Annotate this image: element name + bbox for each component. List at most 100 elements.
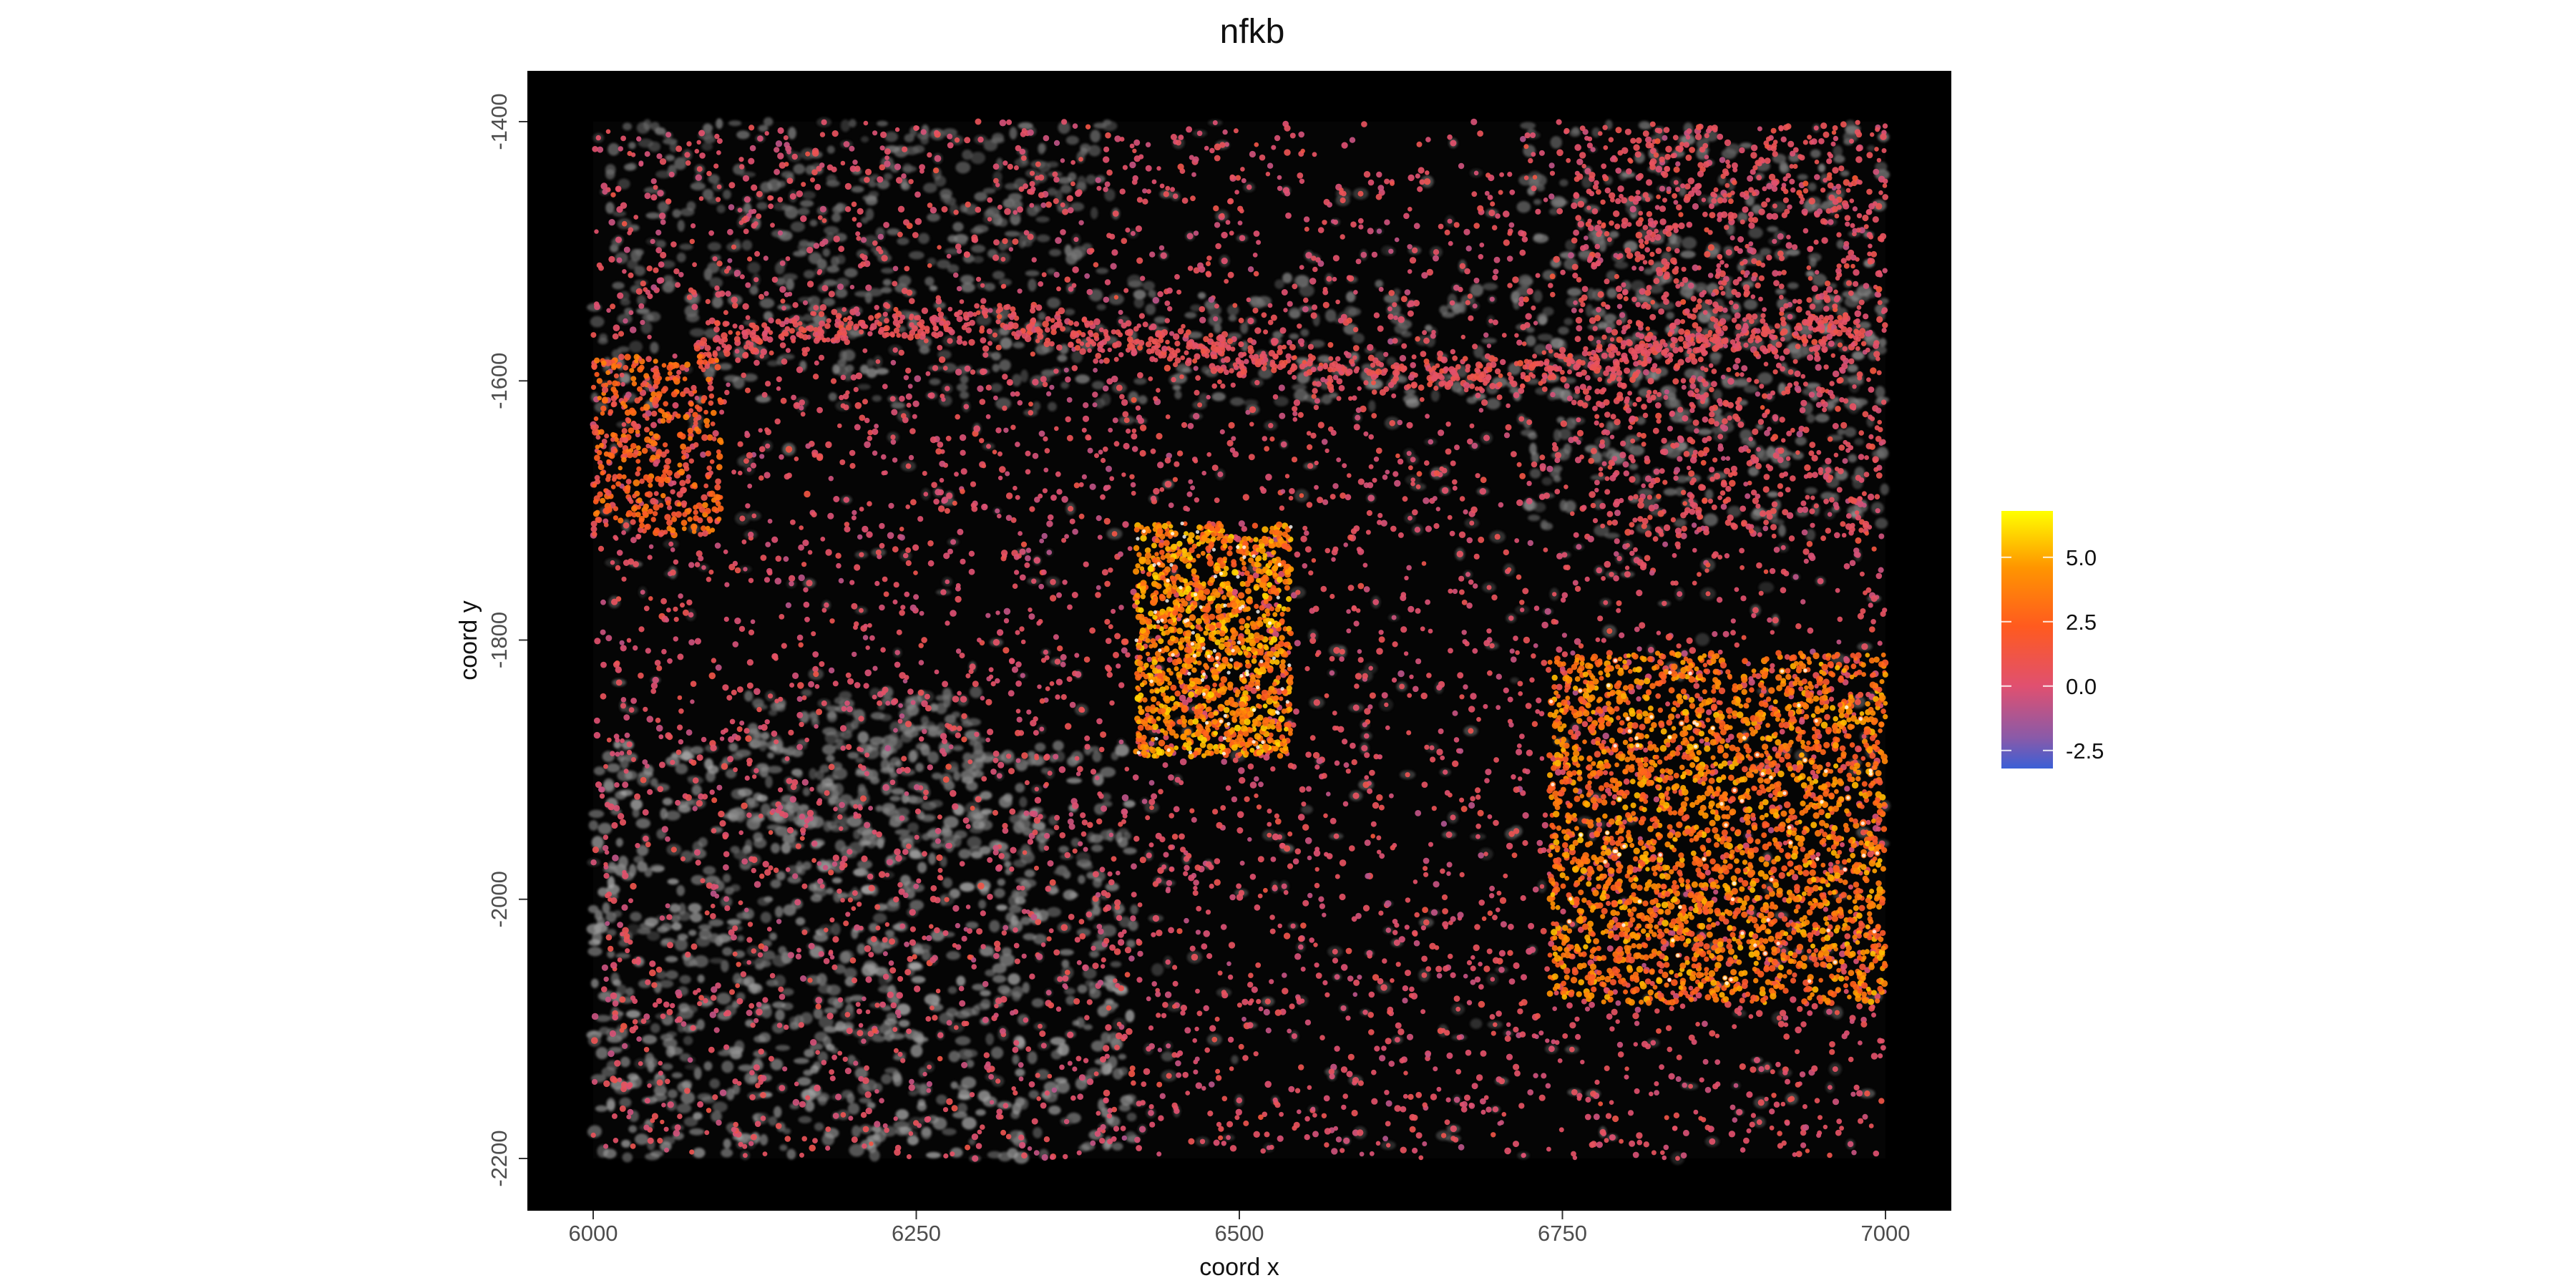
scatter-point [843,920,849,927]
scatter-point [892,280,898,287]
scatter-point [1027,839,1034,845]
scatter-point [968,568,975,575]
tissue-blob [703,866,716,875]
scatter-point [1483,332,1489,338]
scatter-point [694,149,700,154]
scatter-point [955,414,960,420]
tissue-blob [797,865,806,876]
tissue-blob [1133,377,1147,385]
scatter-point [1209,1025,1216,1032]
scatter-point [1174,461,1180,467]
tissue-blob [783,904,796,916]
tissue-blob [1529,442,1537,456]
tissue-blob [798,1116,812,1123]
scatter-point [933,167,940,174]
tissue-blob [771,843,781,854]
scatter-point [1467,438,1473,445]
scatter-point [635,288,643,295]
scatter-point [1215,243,1221,250]
scatter-point [1395,962,1401,967]
scatter-point [1353,979,1360,986]
tissue-blob [1083,1024,1093,1030]
tissue-blob [782,273,798,280]
tissue-blob [1118,916,1131,928]
scatter-point [744,907,749,912]
scatter-point [799,1101,806,1108]
scatter-point [857,804,862,809]
scatter-point [1008,381,1013,386]
tissue-blob [1833,145,1843,157]
scatter-point [667,942,673,949]
tissue-blob [826,754,835,763]
scatter-point [1709,467,1715,473]
scatter-point [1406,565,1412,571]
scatter-point [811,858,816,863]
tissue-blob [602,902,610,914]
scatter-point [778,986,784,992]
scatter-point [647,334,652,340]
tissue-blob [952,745,964,751]
tissue-blob [881,1073,892,1085]
scatter-point [1324,693,1330,698]
tissue-blob [663,1038,678,1049]
scatter-point [863,683,869,689]
scatter-point [1116,914,1123,922]
tissue-blob [651,866,665,872]
scatter-point [1463,228,1470,235]
scatter-point [926,1080,932,1088]
scatter-point [1468,579,1474,585]
tissue-blob [997,985,1010,995]
scatter-point [864,752,870,758]
scatter-point [723,896,730,902]
tissue-blob [992,364,1000,372]
scatter-point [1013,165,1019,170]
tissue-blob [970,228,983,235]
scatter-point [789,796,797,803]
tissue-blob [935,702,947,715]
tissue-blob [1065,995,1076,1005]
tissue-blob [847,1093,855,1104]
tissue-blob [1148,290,1156,298]
scatter-point [1770,630,1775,635]
tissue-blob [620,298,631,306]
tissue-blob [954,830,967,839]
scatter-point [1553,990,1559,996]
tissue-blob [606,1098,615,1111]
scatter-point [1172,965,1178,970]
scatter-point [1313,942,1318,947]
tissue-blob [677,911,691,922]
tissue-blob [647,931,660,941]
scatter-point [1772,151,1778,157]
scatter-point [779,286,786,293]
scatter-point [1675,1076,1682,1082]
scatter-point [1359,1151,1365,1157]
scatter-point [1516,748,1523,756]
scatter-point [1191,172,1196,177]
tissue-blob [817,1051,828,1063]
scatter-point [1329,655,1335,662]
tissue-blob [690,182,706,190]
scatter-point [1466,1000,1473,1005]
scatter-point [947,133,953,140]
tissue-blob [1352,333,1365,344]
scatter-point [768,317,774,323]
scatter-point [927,203,933,208]
scatter-point [1343,762,1350,769]
scatter-point [1563,383,1570,389]
tissue-blob [873,913,887,924]
tissue-blob [996,904,1008,911]
scatter-point [733,1121,738,1128]
tissue-blob [1090,130,1101,143]
scatter-point [1493,268,1499,275]
scatter-point [1854,310,1862,318]
scatter-point [629,326,637,333]
scatter-point [591,1013,599,1020]
tissue-blob [737,935,745,942]
scatter-point [822,864,829,871]
scatter-point [792,672,799,680]
tissue-blob [1812,273,1827,287]
scatter-point [1509,189,1516,195]
scatter-point [942,930,949,936]
scatter-point [1136,977,1143,983]
scatter-point [1750,152,1757,159]
